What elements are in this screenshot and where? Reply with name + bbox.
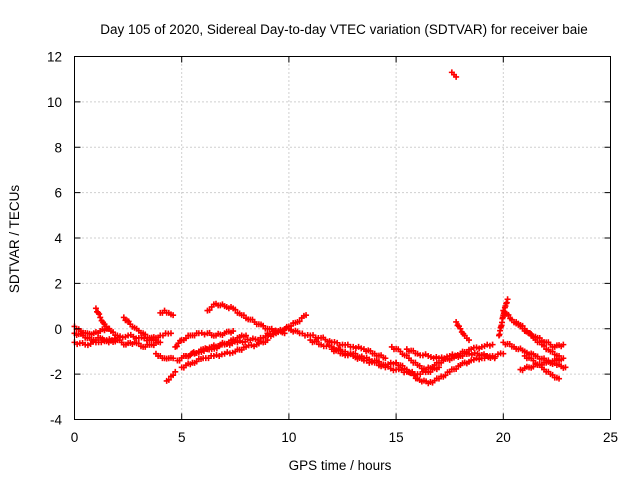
- data-point: [465, 337, 472, 344]
- data-point: [399, 362, 406, 369]
- grid-lines: [74, 56, 611, 420]
- data-point: [157, 339, 164, 346]
- series-track-11: [178, 337, 271, 371]
- data-point: [170, 372, 177, 379]
- y-tick-label: 0: [54, 322, 62, 337]
- series-track-14: [264, 325, 389, 362]
- y-tick-label: 2: [54, 276, 62, 291]
- data-point: [296, 318, 303, 325]
- series-track-4: [120, 314, 159, 344]
- data-point: [230, 328, 237, 335]
- series-track-15: [307, 337, 400, 369]
- series-track-9: [172, 328, 237, 350]
- data-point: [97, 314, 104, 321]
- y-tick-label: 12: [47, 50, 62, 65]
- y-tick-label: 6: [54, 186, 62, 201]
- data-point: [103, 325, 110, 332]
- x-axis-tick-labels: 0 5 10 15 20 25: [71, 430, 618, 445]
- data-point: [173, 343, 180, 350]
- x-tick-label: 5: [178, 430, 186, 445]
- axis-ticks: [74, 56, 611, 420]
- series-track-27: [521, 352, 563, 382]
- data-point: [165, 376, 172, 383]
- data-point: [562, 364, 569, 371]
- x-tick-label: 25: [603, 430, 618, 445]
- data-point: [264, 337, 271, 344]
- series-track-5: [71, 323, 110, 338]
- data-point: [382, 355, 389, 362]
- series-track-21: [448, 69, 460, 80]
- data-points: [71, 69, 569, 387]
- series-track-20: [453, 318, 472, 344]
- series-track-12: [204, 300, 288, 337]
- y-tick-label: 4: [54, 231, 62, 246]
- data-point: [556, 375, 563, 382]
- x-tick-label: 20: [496, 430, 511, 445]
- y-tick-label: 8: [54, 140, 62, 155]
- x-tick-label: 15: [389, 430, 404, 445]
- data-point: [167, 330, 174, 337]
- x-tick-label: 0: [71, 430, 79, 445]
- data-point: [92, 305, 99, 312]
- data-point: [152, 337, 159, 344]
- data-point: [500, 307, 507, 314]
- series-track-19: [403, 341, 496, 362]
- series-track-8: [163, 368, 179, 384]
- x-tick-label: 10: [281, 430, 296, 445]
- data-point: [170, 312, 177, 319]
- y-axis-label: SDTVAR / TECUs: [7, 185, 22, 294]
- data-point: [96, 311, 103, 318]
- data-point: [453, 73, 460, 80]
- y-tick-label: -4: [50, 413, 62, 428]
- data-point: [232, 306, 239, 313]
- series-track-6: [152, 350, 177, 362]
- data-point: [170, 355, 177, 362]
- data-point: [172, 368, 179, 375]
- x-axis-label: GPS time / hours: [289, 458, 392, 473]
- data-point: [505, 311, 512, 318]
- data-point: [110, 329, 117, 336]
- data-point: [303, 312, 310, 319]
- data-point: [560, 355, 567, 362]
- data-point: [500, 350, 507, 357]
- data-point: [114, 332, 121, 339]
- data-point: [560, 341, 567, 348]
- series-track-7: [157, 307, 177, 319]
- data-point: [201, 331, 208, 338]
- data-point: [457, 325, 464, 332]
- chart-title: Day 105 of 2020, Sidereal Day-to-day VTE…: [100, 22, 587, 37]
- data-point: [142, 331, 149, 338]
- series-track-25: [513, 318, 563, 359]
- data-point: [206, 307, 213, 314]
- data-point: [541, 342, 548, 349]
- data-point: [453, 318, 460, 325]
- data-point: [489, 341, 496, 348]
- data-point: [442, 372, 449, 379]
- y-tick-label: -2: [50, 367, 62, 382]
- series-track-2: [71, 330, 164, 350]
- data-point: [243, 332, 250, 339]
- y-axis-tick-labels: -4 -2 0 2 4 6 8 10 12: [47, 50, 63, 428]
- series-track-13: [182, 312, 310, 360]
- series-track-18: [393, 350, 507, 387]
- data-point: [504, 296, 511, 303]
- y-tick-label: 10: [47, 95, 62, 110]
